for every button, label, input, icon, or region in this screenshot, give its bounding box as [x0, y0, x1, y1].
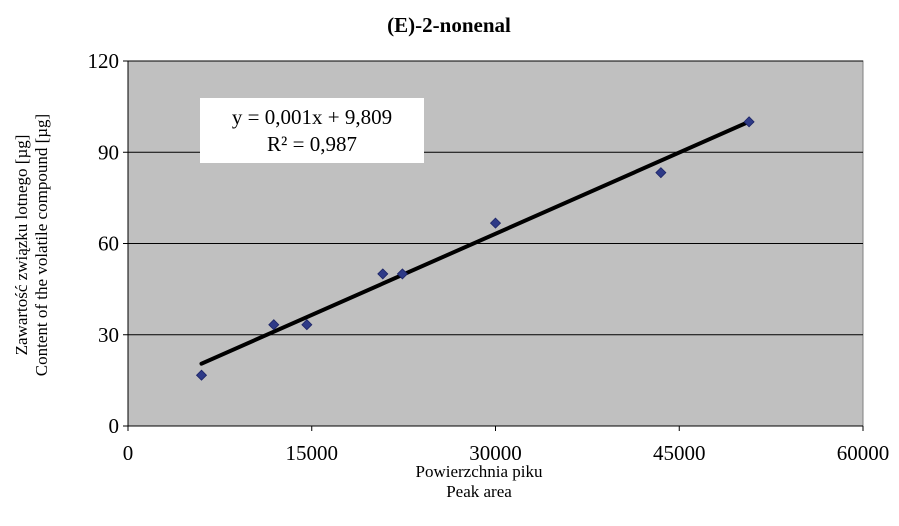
y-tick-label: 90 [98, 140, 119, 164]
y-axis-label-en: Content of the volatile compound [µg] [32, 114, 51, 376]
equation-box: y = 0,001x + 9,809 R² = 0,987 [200, 98, 424, 163]
chart-title: (E)-2-nonenal [387, 13, 511, 37]
x-tick-label: 30000 [469, 441, 522, 465]
x-tick-label: 15000 [286, 441, 339, 465]
data-point [743, 116, 755, 128]
x-tick-label: 60000 [837, 441, 890, 465]
trendline-r2: R² = 0,987 [267, 132, 357, 156]
data-point [489, 217, 502, 229]
trendline [199, 119, 752, 366]
y-tick-label: 0 [109, 414, 120, 438]
data-point [655, 167, 667, 179]
data-point [268, 319, 280, 331]
y-tick-label: 30 [98, 323, 119, 347]
trendline-equation: y = 0,001x + 9,809 [232, 105, 392, 129]
data-point [396, 268, 408, 280]
x-tick-label: 45000 [653, 441, 706, 465]
y-axis-label: Zawartość związku lotnego [µg] [12, 135, 31, 356]
x-tick-label: 0 [123, 441, 134, 465]
x-axis-label-en: Peak area [446, 482, 512, 501]
y-tick-label: 120 [88, 49, 120, 73]
data-point [377, 268, 389, 280]
data-point [301, 319, 313, 331]
data-point [195, 369, 208, 381]
x-axis-label: Powierzchnia piku [416, 462, 543, 481]
y-tick-label: 60 [98, 232, 119, 256]
